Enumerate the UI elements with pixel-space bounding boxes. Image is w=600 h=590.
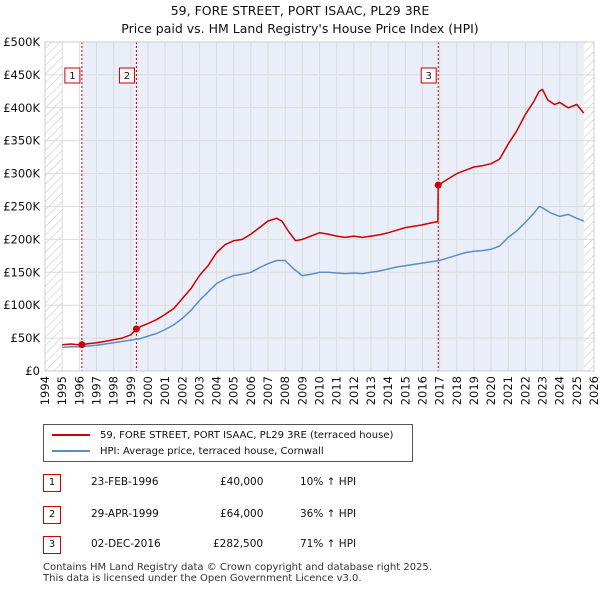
x-tick-label: 2000 bbox=[141, 376, 155, 405]
x-tick-label: 2023 bbox=[536, 376, 550, 405]
x-tick-label: 2008 bbox=[278, 376, 292, 405]
y-tick-label: £300K bbox=[3, 167, 40, 181]
x-tick-label: 2004 bbox=[210, 376, 224, 405]
x-tick-label: 2022 bbox=[518, 376, 532, 405]
y-tick-label: £400K bbox=[3, 101, 40, 115]
x-tick-label: 1994 bbox=[38, 376, 52, 405]
sale-label-text: 2 bbox=[124, 71, 130, 82]
y-tick-label: £250K bbox=[3, 200, 40, 214]
sale-date: 23-FEB-1996 bbox=[91, 476, 159, 488]
x-tick-label: 2014 bbox=[381, 376, 395, 405]
sale-point bbox=[132, 325, 140, 333]
sale-hpi-change: 71% ↑ HPI bbox=[300, 538, 357, 550]
x-tick-label: 2006 bbox=[244, 376, 258, 405]
x-tick-label: 1995 bbox=[55, 376, 69, 405]
sale-label-box bbox=[420, 67, 437, 84]
x-tick-label: 2011 bbox=[330, 376, 344, 405]
x-tick-label: 2012 bbox=[347, 376, 361, 405]
x-tick-label: 2015 bbox=[398, 376, 412, 405]
legend-entry-property: 59, FORE STREET, PORT ISAAC, PL29 3RE (t… bbox=[52, 428, 393, 442]
y-tick-label: £450K bbox=[3, 68, 40, 82]
footer: Contains HM Land Registry data © Crown c… bbox=[43, 562, 432, 584]
x-tick-label: 2013 bbox=[364, 376, 378, 405]
x-tick-label: 2025 bbox=[570, 376, 584, 405]
x-tick-label: 2009 bbox=[295, 376, 309, 405]
x-tick-label: 2003 bbox=[192, 376, 206, 405]
chart-subtitle: Price paid vs. HM Land Registry's House … bbox=[121, 21, 479, 36]
x-tick-label: 2020 bbox=[484, 376, 498, 405]
sale-price: £282,500 bbox=[213, 538, 264, 550]
sale-row-1: 1 23-FEB-1996 £40,000 10% ↑ HPI bbox=[43, 474, 600, 492]
x-tick-label: 2019 bbox=[467, 376, 481, 405]
sale-date: 29-APR-1999 bbox=[91, 508, 159, 520]
y-tick-label: £350K bbox=[3, 134, 40, 148]
x-tick-label: 1999 bbox=[124, 376, 138, 405]
chart-title: 59, FORE STREET, PORT ISAAC, PL29 3RE bbox=[170, 3, 430, 18]
sale-label-box bbox=[118, 67, 135, 84]
x-tick-label: 2001 bbox=[158, 376, 172, 405]
property-series-line bbox=[62, 88, 585, 346]
price-chart: 1 2 3 £0 £50K £100K £150K £200K £250K £300K £350K £… bbox=[3, 35, 600, 405]
x-tick-label: 1996 bbox=[72, 376, 86, 405]
x-tick-label: 2007 bbox=[261, 376, 275, 405]
legend: 59, FORE STREET, PORT ISAAC, PL29 3RE (t… bbox=[43, 424, 413, 462]
sale-price: £40,000 bbox=[220, 476, 264, 488]
sale-row-3: 3 02-DEC-2016 £282,500 71% ↑ HPI bbox=[43, 536, 600, 554]
sale-badge: 3 bbox=[43, 536, 61, 554]
sale-badge: 1 bbox=[43, 474, 61, 492]
x-tick-label: 2010 bbox=[313, 376, 327, 405]
sale-price: £64,000 bbox=[220, 508, 264, 520]
sale-label-text: 1 bbox=[69, 71, 75, 82]
x-tick-label: 1997 bbox=[89, 376, 103, 405]
y-tick-label: £50K bbox=[11, 331, 41, 345]
x-tick-label: 2002 bbox=[175, 376, 189, 405]
sale-point bbox=[434, 181, 442, 189]
x-tick-label: 2017 bbox=[433, 376, 447, 405]
sale-label-box bbox=[64, 67, 81, 84]
sale-hpi-change: 10% ↑ HPI bbox=[300, 476, 357, 488]
y-tick-label: £100K bbox=[3, 298, 40, 312]
legend-swatch-hpi bbox=[52, 450, 90, 452]
x-tick-label: 2005 bbox=[227, 376, 241, 405]
y-tick-label: £150K bbox=[3, 265, 40, 279]
y-tick-label: £500K bbox=[3, 35, 40, 49]
x-tick-label: 2024 bbox=[553, 376, 567, 405]
y-tick-label: £200K bbox=[3, 232, 40, 246]
legend-label-hpi: HPI: Average price, terraced house, Corn… bbox=[100, 445, 324, 457]
sale-hpi-change: 36% ↑ HPI bbox=[300, 508, 357, 520]
legend-swatch-property bbox=[52, 434, 90, 436]
x-tick-label: 1998 bbox=[107, 376, 121, 405]
y-tick-label: £0 bbox=[25, 364, 40, 378]
plot-border bbox=[44, 41, 595, 372]
sale-row-2: 2 29-APR-1999 £64,000 36% ↑ HPI bbox=[43, 506, 600, 524]
sale-date: 02-DEC-2016 bbox=[91, 538, 161, 550]
footer-copyright: Contains HM Land Registry data © Crown c… bbox=[43, 562, 432, 573]
x-tick-label: 2018 bbox=[450, 376, 464, 405]
sale-label-text: 3 bbox=[426, 71, 432, 82]
x-tick-label: 2026 bbox=[587, 376, 600, 405]
sale-point bbox=[78, 341, 86, 349]
legend-entry-hpi: HPI: Average price, terraced house, Corn… bbox=[52, 444, 324, 458]
x-tick-label: 2021 bbox=[501, 376, 515, 405]
legend-label-property: 59, FORE STREET, PORT ISAAC, PL29 3RE (t… bbox=[100, 429, 394, 441]
x-tick-label: 2016 bbox=[415, 376, 429, 405]
sale-badge: 2 bbox=[43, 506, 61, 524]
hpi-series-line bbox=[62, 205, 584, 349]
footer-license: This data is licensed under the Open Gov… bbox=[43, 573, 362, 584]
